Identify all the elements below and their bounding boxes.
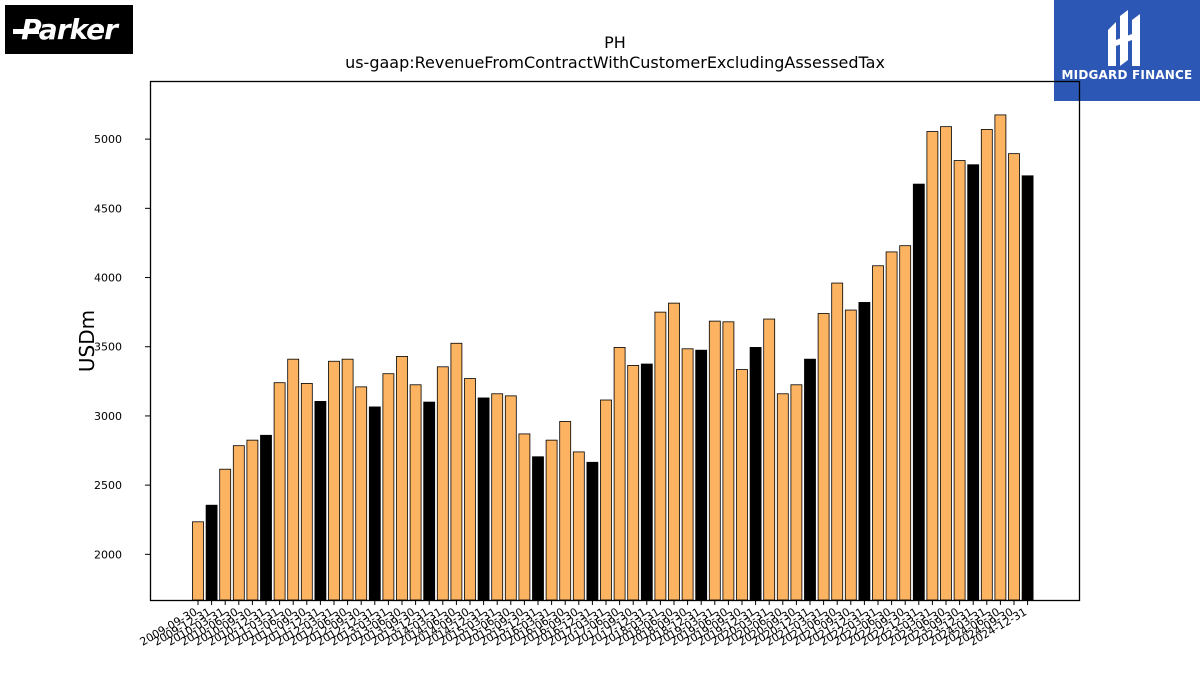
bar-2012-09-30 xyxy=(355,386,368,601)
bar-2024-06-30 xyxy=(994,114,1007,601)
bar-2022-06-30 xyxy=(885,251,898,601)
y-tick-label: 2500 xyxy=(94,479,122,492)
plot-frame xyxy=(149,80,1081,602)
bar-2013-09-30 xyxy=(409,384,422,601)
bar-2012-06-30 xyxy=(341,358,354,601)
bar-2023-03-31 xyxy=(926,131,939,601)
midgard-finance-logo: MIDGARD FINANCE xyxy=(1054,0,1200,101)
y-tick-label: 5000 xyxy=(94,133,122,146)
y-tick-label: 3000 xyxy=(94,410,122,423)
bar-2019-12-31 xyxy=(749,347,762,601)
bar-2017-06-30 xyxy=(613,347,626,601)
bar-2018-09-30 xyxy=(681,348,694,601)
bar-2013-12-31 xyxy=(423,401,436,601)
bar-2009-12-31 xyxy=(205,504,218,601)
bar-2018-12-31 xyxy=(695,349,708,601)
bar-2011-09-30 xyxy=(300,382,313,601)
bar-2018-06-30 xyxy=(668,302,680,601)
bar-2018-03-31 xyxy=(654,311,667,601)
bar-2022-12-31 xyxy=(912,183,925,601)
bar-2010-03-31 xyxy=(219,468,232,601)
bar-2023-09-30 xyxy=(953,160,966,601)
bar-2021-03-31 xyxy=(817,313,830,601)
bar-2024-09-30 xyxy=(1008,153,1020,601)
bar-2012-03-31 xyxy=(328,360,340,601)
bar-2009-09-30 xyxy=(192,521,204,601)
bar-2023-12-31 xyxy=(967,164,980,601)
y-tick-label: 4000 xyxy=(94,272,122,285)
bars-group xyxy=(192,114,1034,601)
parker-logo-mark xyxy=(13,29,39,34)
bar-2015-09-30 xyxy=(518,433,531,601)
bar-2019-03-31 xyxy=(708,320,721,601)
bar-2019-09-30 xyxy=(736,369,748,601)
y-axis-ticks: 2000 2500 3000 3500 4000 4500 5000 xyxy=(94,133,150,561)
chart-subtitle: us-gaap:RevenueFromContractWithCustomerE… xyxy=(345,53,885,72)
bar-2010-09-30 xyxy=(246,439,259,601)
bar-2014-12-31 xyxy=(477,397,490,601)
bar-2017-03-31 xyxy=(600,399,612,601)
bar-2015-06-30 xyxy=(504,395,517,601)
bar-2020-06-30 xyxy=(776,393,789,601)
bar-2010-06-30 xyxy=(232,445,245,601)
y-tick-label: 3500 xyxy=(94,341,122,354)
bar-2010-12-31 xyxy=(260,434,272,601)
bar-2023-06-30 xyxy=(940,126,952,601)
bar-2017-12-31 xyxy=(640,363,653,601)
bar-2021-12-31 xyxy=(858,302,871,601)
y-axis-label: USDm xyxy=(75,310,99,372)
chart-title: PH xyxy=(604,33,626,52)
bar-2017-09-30 xyxy=(627,365,640,601)
bar-2014-03-31 xyxy=(436,366,449,601)
bar-2015-03-31 xyxy=(491,393,504,601)
bar-2020-12-31 xyxy=(804,358,816,601)
bar-2016-12-31 xyxy=(586,461,599,601)
bar-2013-06-30 xyxy=(396,356,408,601)
y-tick-label: 2000 xyxy=(94,548,122,561)
bar-2016-06-30 xyxy=(559,421,572,601)
midgard-finance-logo-icon xyxy=(1108,10,1140,66)
bar-2016-09-30 xyxy=(572,451,585,601)
bar-2011-06-30 xyxy=(287,358,300,601)
bar-2015-12-31 xyxy=(532,456,544,601)
bar-2014-06-30 xyxy=(450,342,463,601)
bar-2021-06-30 xyxy=(831,282,844,601)
bar-2014-09-30 xyxy=(464,378,476,601)
x-axis-ticks: 2009-09-302009-12-312010-03-312010-06-30… xyxy=(138,600,1029,649)
bar-2011-03-31 xyxy=(273,382,286,601)
parker-logo: Parker xyxy=(5,5,133,54)
bar-2020-03-31 xyxy=(763,318,776,601)
bar-2016-03-31 xyxy=(545,439,558,601)
bar-2019-06-30 xyxy=(722,321,735,601)
bar-2022-09-30 xyxy=(899,245,912,601)
bar-2012-12-31 xyxy=(368,406,381,601)
midgard-finance-logo-text: MIDGARD FINANCE xyxy=(1061,68,1193,82)
bar-2021-09-30 xyxy=(844,309,857,601)
bar-2011-12-31 xyxy=(314,400,327,601)
bar-2024-12-31 xyxy=(1021,175,1034,601)
bar-2022-03-31 xyxy=(872,265,884,601)
y-tick-label: 4500 xyxy=(94,202,122,215)
bar-2020-09-30 xyxy=(790,384,803,601)
bar-2024-03-31 xyxy=(980,129,993,601)
bar-2013-03-31 xyxy=(382,373,395,601)
parker-logo-text: Parker xyxy=(21,13,118,46)
